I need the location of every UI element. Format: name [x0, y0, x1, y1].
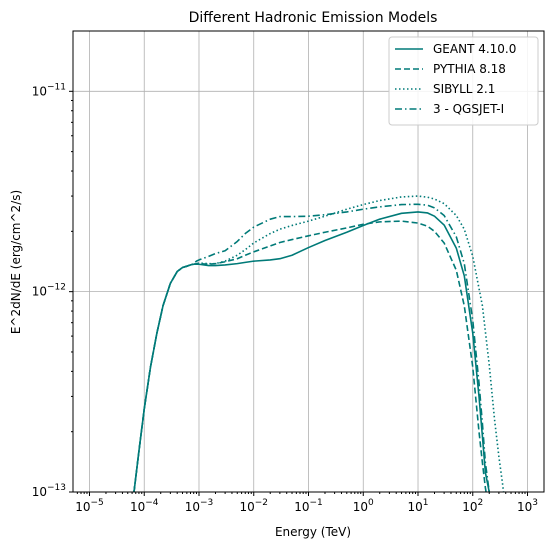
y-axis-label: E^2dN/dE (erg/cm^2/s)	[9, 190, 23, 334]
x-tick-label: 10−1	[294, 498, 323, 514]
y-tick-label: 10−11	[32, 82, 66, 98]
x-tick-label: 10−5	[75, 498, 104, 514]
x-tick-label: 102	[462, 498, 483, 514]
series-lines	[133, 195, 505, 492]
x-tick-label: 103	[517, 498, 538, 514]
series-line-4	[133, 203, 491, 492]
legend-label-2: PYTHIA 8.18	[433, 62, 506, 76]
x-tick-label: 10−2	[239, 498, 268, 514]
x-tick-label: 100	[353, 498, 374, 514]
legend-label-4: 3 - QGSJET-I	[433, 102, 504, 116]
legend-label-3: SIBYLL 2.1	[433, 82, 495, 96]
axis-ticks: 10−5 10−4 10−3 10−2 10−1 100 101 102 103 10−13 10−…	[32, 82, 538, 514]
series-line-2	[133, 220, 487, 492]
x-tick-label: 10−4	[130, 498, 159, 514]
series-line-1	[133, 211, 491, 492]
chart-title: Different Hadronic Emission Models	[189, 10, 438, 26]
y-tick-label: 10−12	[32, 283, 66, 299]
legend-label-1: GEANT 4.10.0	[433, 42, 516, 56]
legend: GEANT 4.10.0 PYTHIA 8.18 SIBYLL 2.1 3 - QGS…	[388, 36, 539, 126]
x-tick-label: 101	[408, 498, 429, 514]
y-tick-label: 10−13	[32, 483, 66, 499]
x-tick-label: 10−3	[185, 498, 214, 514]
x-axis-label: Energy (TeV)	[275, 525, 351, 539]
legend-box	[388, 36, 539, 126]
